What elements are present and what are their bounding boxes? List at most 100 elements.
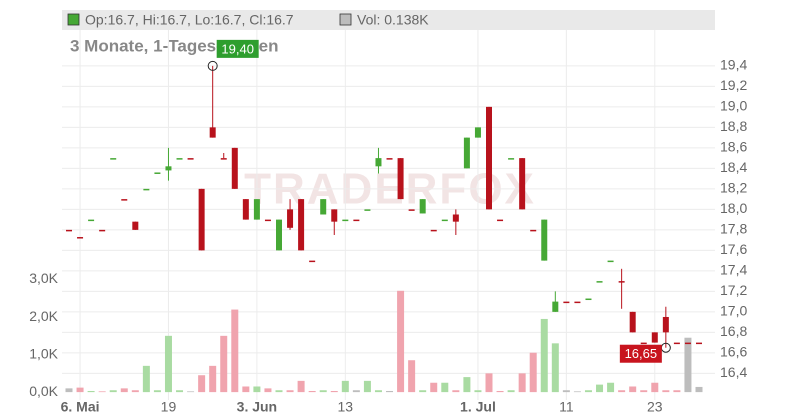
volume-bar	[573, 391, 581, 393]
candle-body	[397, 158, 404, 200]
candle-body	[684, 342, 691, 345]
volume-bar	[441, 382, 449, 393]
candle-body	[198, 188, 205, 251]
candle-body	[209, 127, 216, 138]
candle-body	[276, 219, 282, 251]
y-tick-label: 17,2	[720, 282, 747, 298]
volume-bar	[76, 387, 84, 393]
volume-bar	[629, 386, 637, 393]
candle-body	[463, 137, 470, 169]
volume-bar	[363, 380, 371, 393]
volume-bar	[618, 390, 626, 393]
volume-bar	[463, 377, 471, 393]
y-tick-label: 19,2	[720, 77, 747, 93]
candle-body	[143, 188, 150, 191]
candle-body	[474, 127, 481, 138]
y-tick-label: 16,8	[720, 323, 747, 339]
volume-bar	[253, 386, 261, 393]
y2-tick-label: 1,0K	[29, 345, 58, 361]
y2-tick-label: 0,0K	[29, 383, 58, 399]
candle-body	[331, 209, 338, 222]
x-tick-label: 1. Jul	[460, 399, 496, 415]
volume-bar	[330, 390, 338, 393]
candle-body	[264, 219, 271, 222]
volume-bar	[408, 360, 416, 393]
y-tick-label: 19,0	[720, 98, 747, 114]
candle-body	[176, 158, 183, 160]
volume-bar	[231, 309, 239, 393]
volume-bar	[607, 382, 615, 393]
candle-body	[563, 301, 570, 304]
volume-bar	[65, 388, 73, 393]
y-tick-label: 18,0	[720, 200, 747, 216]
candle-body	[309, 260, 316, 263]
volume-bar	[131, 390, 139, 393]
candle-body	[99, 229, 106, 232]
volume-bar	[275, 390, 283, 393]
candle-body	[287, 209, 294, 228]
ohlc-icon	[67, 13, 80, 26]
y-tick-label: 17,4	[720, 262, 747, 278]
annotation-box	[216, 39, 259, 58]
volume-bar	[198, 375, 206, 393]
candle-body	[187, 158, 194, 160]
y-tick-label: 17,8	[720, 221, 747, 237]
candle-body	[298, 199, 305, 251]
candle-body	[77, 237, 84, 239]
y-tick-label: 18,8	[720, 118, 747, 134]
volume-bar	[662, 390, 670, 393]
candle-body	[364, 209, 371, 211]
volume-bar	[695, 386, 703, 393]
volume-bar	[452, 390, 460, 393]
volume-bar	[584, 390, 592, 393]
x-tick-label: 3. Jun	[237, 399, 277, 415]
volume-bar	[297, 380, 305, 393]
candle-body	[618, 281, 625, 283]
candle-body	[552, 301, 559, 312]
volume-bar	[651, 382, 659, 393]
candle-body	[585, 298, 592, 301]
volume-bar	[430, 382, 438, 393]
candle-body	[574, 301, 581, 304]
candle-body	[88, 219, 95, 222]
candle-body	[110, 158, 117, 160]
volume-bar	[209, 365, 217, 393]
y-tick-label: 19,4	[720, 57, 747, 73]
candle-body	[662, 316, 669, 333]
volume-bar	[496, 390, 504, 393]
y2-tick-label: 3,0K	[29, 270, 58, 286]
volume-bar	[109, 390, 117, 393]
volume-bar	[529, 352, 537, 393]
candle-body	[353, 219, 360, 222]
candle-body	[452, 214, 459, 222]
x-tick-label: 23	[647, 399, 663, 415]
header-bar	[62, 10, 715, 30]
volume-bar	[684, 337, 692, 393]
candle-body	[441, 219, 448, 222]
candle-body	[430, 229, 437, 232]
candle-body	[408, 209, 415, 211]
volume-bar	[518, 373, 526, 393]
candle-body	[154, 172, 161, 174]
volume-text: Vol: 0.138K	[357, 12, 429, 28]
volume-bar	[308, 390, 316, 393]
volume-bar	[507, 390, 515, 393]
volume-bar	[242, 386, 250, 393]
y-tick-label: 18,4	[720, 159, 747, 175]
y-tick-label: 18,2	[720, 180, 747, 196]
volume-bar	[374, 390, 382, 393]
candle-body	[220, 158, 227, 160]
annotation-label: 16,65	[625, 346, 658, 361]
volume-bar	[341, 380, 349, 393]
volume-bar	[120, 388, 128, 393]
candle-body	[132, 221, 139, 230]
volume-bar	[397, 290, 405, 393]
candle-body	[253, 199, 260, 220]
candle-body	[596, 281, 603, 283]
volume-bar	[562, 390, 570, 393]
annotation-box	[619, 344, 662, 363]
volume-bar	[352, 390, 360, 393]
volume-bar	[319, 390, 327, 393]
volume-bar	[220, 335, 228, 393]
